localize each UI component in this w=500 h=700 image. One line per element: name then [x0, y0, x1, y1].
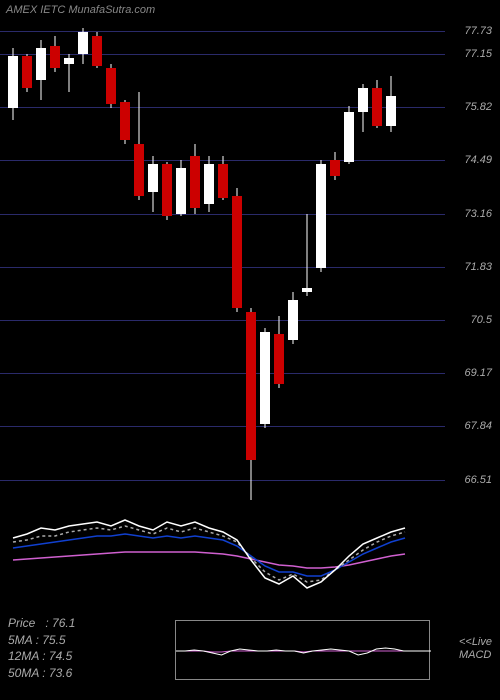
- indicator-line: [13, 552, 405, 568]
- exchange-label: AMEX: [6, 4, 37, 16]
- indicator-panel: [0, 460, 500, 600]
- y-axis-label: 77.73: [464, 25, 492, 37]
- indicator-line: [13, 526, 405, 582]
- indicator-svg: [0, 460, 500, 600]
- macd-svg: [176, 621, 431, 681]
- y-axis-label: 70.5: [471, 314, 492, 326]
- indicator-line: [13, 520, 405, 588]
- source-label: MunafaSutra.com: [68, 4, 155, 16]
- stat-5ma: 5MA : 75.5: [8, 632, 75, 649]
- macd-inset: [175, 620, 430, 680]
- indicator-line: [13, 534, 405, 576]
- chart-header: AMEX IETC MunafaSutra.com: [6, 4, 155, 16]
- y-axis-label: 69.17: [464, 367, 492, 379]
- stat-price: Price : 76.1: [8, 615, 75, 632]
- y-axis-label: 77.15: [464, 48, 492, 60]
- y-axis-label: 67.84: [464, 420, 492, 432]
- y-axis-label: 73.16: [464, 208, 492, 220]
- live-macd-label: <<Live MACD: [459, 636, 492, 662]
- stats-block: Price : 76.1 5MA : 75.5 12MA : 74.5 50MA…: [8, 615, 75, 682]
- ticker-label: IETC: [40, 4, 65, 16]
- stat-12ma: 12MA : 74.5: [8, 648, 75, 665]
- stat-50ma: 50MA : 73.6: [8, 665, 75, 682]
- macd-line: [176, 651, 431, 652]
- y-axis-label: 74.49: [464, 154, 492, 166]
- y-axis-label: 71.83: [464, 261, 492, 273]
- y-axis-label: 75.82: [464, 101, 492, 113]
